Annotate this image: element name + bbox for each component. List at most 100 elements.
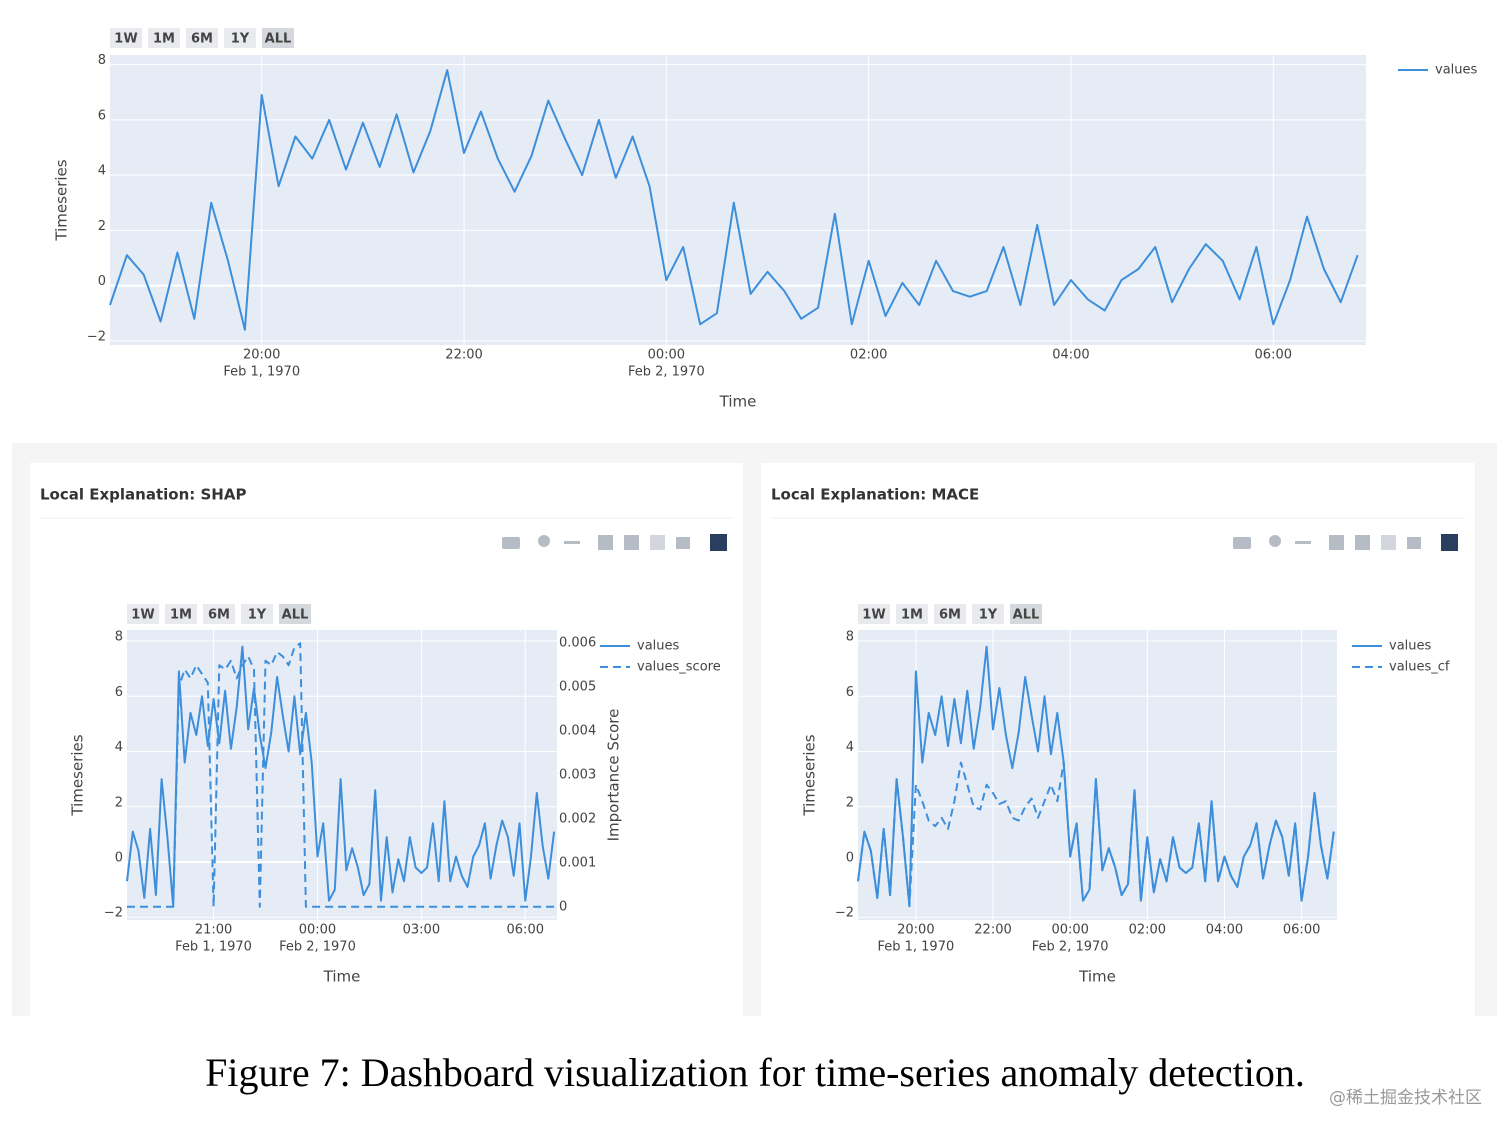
autoscale-icon[interactable]: [1381, 535, 1396, 550]
y-tick-label: 6: [98, 108, 106, 123]
y-tick-label: 8: [115, 630, 123, 645]
range-button[interactable]: [241, 604, 273, 624]
x-tick-label: 06:00: [1255, 348, 1292, 363]
y-tick-label: 6: [846, 685, 854, 700]
y2-tick-label: 0.004: [559, 724, 596, 739]
x-tick-sublabel: Feb 2, 1970: [1032, 940, 1109, 955]
zoom-in-icon[interactable]: [1329, 535, 1344, 550]
plot-area: [127, 630, 557, 920]
range-button-label: 1Y: [248, 608, 267, 623]
y2-tick-label: 0.005: [559, 680, 596, 695]
range-button[interactable]: [224, 28, 256, 48]
zoom-in-icon[interactable]: [598, 535, 613, 550]
x-tick-label: 06:00: [507, 923, 544, 938]
x-tick-label: 22:00: [445, 348, 482, 363]
y-tick-label: −2: [104, 906, 123, 921]
range-button-label: 1M: [170, 608, 192, 623]
camera-icon[interactable]: [1233, 537, 1251, 549]
x-axis-title: Time: [323, 968, 361, 986]
x-tick-sublabel: Feb 1, 1970: [877, 940, 954, 955]
plotly-logo[interactable]: [1441, 534, 1458, 551]
x-tick-sublabel: Feb 1, 1970: [223, 365, 300, 380]
x-tick-label: 06:00: [1283, 923, 1320, 938]
range-button-label: 1Y: [231, 32, 250, 47]
x-tick-label: 00:00: [299, 923, 336, 938]
toolbar: [502, 534, 727, 551]
x-axis-title: Time: [1078, 968, 1116, 986]
y2-tick-label: 0.006: [559, 636, 596, 651]
y-tick-label: 4: [115, 740, 123, 755]
range-button-label: 1M: [901, 608, 923, 623]
range-button[interactable]: [279, 604, 311, 624]
range-button[interactable]: [186, 28, 218, 48]
range-button-label: 1M: [153, 32, 175, 47]
y-tick-label: 8: [846, 630, 854, 645]
zoom-out-icon[interactable]: [624, 535, 639, 550]
legend-label: values: [637, 639, 680, 654]
zoom-icon[interactable]: [1269, 535, 1281, 547]
plot-area: [858, 630, 1337, 920]
y2-tick-label: 0.001: [559, 855, 596, 870]
y-tick-label: 2: [115, 795, 123, 810]
x-tick-label: 21:00: [195, 923, 232, 938]
range-button[interactable]: [972, 604, 1004, 624]
y2-axis-title: Importance Score: [605, 709, 623, 842]
series-line: [126, 645, 556, 908]
watermark: @稀土掘金技术社区: [1329, 1088, 1482, 1108]
legend-label: values_cf: [1389, 660, 1450, 675]
y-axis-title: Timeseries: [53, 159, 71, 241]
range-button[interactable]: [148, 28, 180, 48]
y-tick-label: 4: [846, 740, 854, 755]
y-tick-label: −2: [835, 906, 854, 921]
y-tick-label: 6: [115, 685, 123, 700]
x-tick-sublabel: Feb 2, 1970: [628, 365, 705, 380]
pan-icon[interactable]: [1295, 541, 1311, 544]
range-button[interactable]: [203, 604, 235, 624]
zoom-out-icon[interactable]: [1355, 535, 1370, 550]
x-tick-label: 20:00: [243, 348, 280, 363]
zoom-icon[interactable]: [538, 535, 550, 547]
y-tick-label: 0: [115, 851, 123, 866]
y-tick-label: 0: [98, 274, 106, 289]
series-line: [857, 761, 1335, 908]
x-tick-label: 04:00: [1052, 348, 1089, 363]
x-tick-label: 02:00: [850, 348, 887, 363]
legend-label: values: [1435, 63, 1478, 78]
range-button[interactable]: [858, 604, 890, 624]
series-line: [109, 69, 1359, 331]
range-button[interactable]: [262, 28, 294, 48]
camera-icon[interactable]: [502, 537, 520, 549]
series-line: [127, 642, 555, 908]
x-tick-label: 20:00: [897, 923, 934, 938]
figure-caption: Figure 7: Dashboard visualization for ti…: [205, 1050, 1305, 1095]
y2-tick-label: 0.002: [559, 811, 596, 826]
y2-tick-label: 0: [559, 899, 567, 914]
y-axis-title: Timeseries: [801, 734, 819, 816]
y-axis-title: Timeseries: [69, 734, 87, 816]
x-tick-label: 22:00: [974, 923, 1011, 938]
autoscale-icon[interactable]: [650, 535, 665, 550]
range-button[interactable]: [127, 604, 159, 624]
range-button[interactable]: [896, 604, 928, 624]
x-tick-label: 04:00: [1206, 923, 1243, 938]
range-button[interactable]: [165, 604, 197, 624]
pan-icon[interactable]: [564, 541, 580, 544]
x-tick-label: 02:00: [1129, 923, 1166, 938]
reset-icon[interactable]: [1407, 537, 1421, 549]
x-tick-label: 03:00: [403, 923, 440, 938]
y-tick-label: 4: [98, 164, 106, 179]
range-button[interactable]: [1010, 604, 1042, 624]
range-button-label: 1W: [131, 608, 154, 623]
y-tick-label: 0: [846, 851, 854, 866]
y-tick-label: −2: [87, 329, 106, 344]
range-button[interactable]: [934, 604, 966, 624]
range-button-label: 1Y: [979, 608, 998, 623]
plotly-logo[interactable]: [710, 534, 727, 551]
range-button[interactable]: [110, 28, 142, 48]
range-button-label: 6M: [939, 608, 961, 623]
panel-title: Local Explanation: SHAP: [40, 486, 246, 504]
reset-icon[interactable]: [676, 537, 690, 549]
x-tick-label: 00:00: [648, 348, 685, 363]
range-button-label: 6M: [208, 608, 230, 623]
